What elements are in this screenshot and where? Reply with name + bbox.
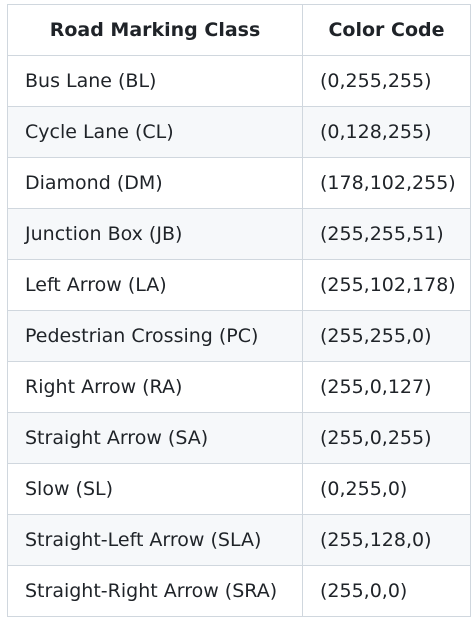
road-marking-class-cell: Pedestrian Crossing (PC) bbox=[7, 310, 303, 362]
color-code-cell: (0,255,255) bbox=[302, 55, 471, 107]
table-body: Bus Lane (BL) (0,255,255) Cycle Lane (CL… bbox=[7, 55, 471, 617]
table-row: Diamond (DM) (178,102,255) bbox=[7, 157, 471, 209]
road-marking-class-cell: Slow (SL) bbox=[7, 463, 303, 515]
color-code-cell: (255,0,0) bbox=[302, 565, 471, 617]
table-row: Straight-Left Arrow (SLA) (255,128,0) bbox=[7, 514, 471, 566]
table-row: Straight-Right Arrow (SRA) (255,0,0) bbox=[7, 565, 471, 617]
road-marking-class-cell: Left Arrow (LA) bbox=[7, 259, 303, 311]
color-code-cell: (0,255,0) bbox=[302, 463, 471, 515]
road-marking-class-cell: Straight-Left Arrow (SLA) bbox=[7, 514, 303, 566]
road-marking-class-cell: Diamond (DM) bbox=[7, 157, 303, 209]
table-row: Straight Arrow (SA) (255,0,255) bbox=[7, 412, 471, 464]
road-marking-class-cell: Straight-Right Arrow (SRA) bbox=[7, 565, 303, 617]
table-row: Pedestrian Crossing (PC) (255,255,0) bbox=[7, 310, 471, 362]
table-row: Cycle Lane (CL) (0,128,255) bbox=[7, 106, 471, 158]
column-header-color-code: Color Code bbox=[302, 4, 471, 56]
road-marking-class-cell: Right Arrow (RA) bbox=[7, 361, 303, 413]
table-row: Junction Box (JB) (255,255,51) bbox=[7, 208, 471, 260]
road-marking-class-cell: Bus Lane (BL) bbox=[7, 55, 303, 107]
color-code-cell: (0,128,255) bbox=[302, 106, 471, 158]
table-row: Left Arrow (LA) (255,102,178) bbox=[7, 259, 471, 311]
road-marking-class-cell: Junction Box (JB) bbox=[7, 208, 303, 260]
road-marking-table-container: Road Marking Class Color Code Bus Lane (… bbox=[7, 4, 471, 617]
color-code-cell: (255,255,51) bbox=[302, 208, 471, 260]
table-header: Road Marking Class Color Code bbox=[7, 4, 471, 56]
color-code-cell: (255,0,127) bbox=[302, 361, 471, 413]
table-row: Slow (SL) (0,255,0) bbox=[7, 463, 471, 515]
column-header-road-marking-class: Road Marking Class bbox=[7, 4, 303, 56]
road-marking-color-table: Road Marking Class Color Code Bus Lane (… bbox=[7, 4, 471, 617]
table-row: Bus Lane (BL) (0,255,255) bbox=[7, 55, 471, 107]
color-code-cell: (178,102,255) bbox=[302, 157, 471, 209]
header-row: Road Marking Class Color Code bbox=[7, 4, 471, 56]
color-code-cell: (255,255,0) bbox=[302, 310, 471, 362]
color-code-cell: (255,102,178) bbox=[302, 259, 471, 311]
road-marking-class-cell: Straight Arrow (SA) bbox=[7, 412, 303, 464]
road-marking-class-cell: Cycle Lane (CL) bbox=[7, 106, 303, 158]
color-code-cell: (255,0,255) bbox=[302, 412, 471, 464]
table-row: Right Arrow (RA) (255,0,127) bbox=[7, 361, 471, 413]
color-code-cell: (255,128,0) bbox=[302, 514, 471, 566]
